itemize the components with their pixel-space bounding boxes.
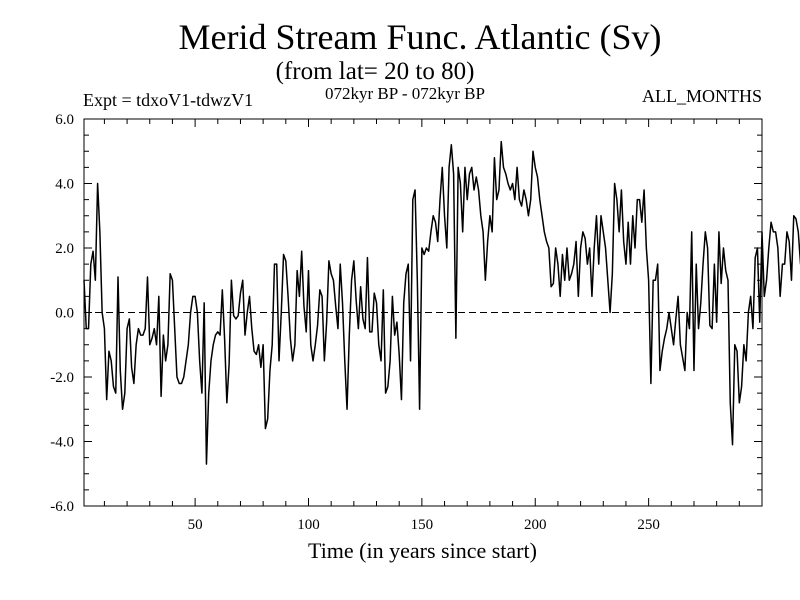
- plot-frame: [83, 118, 763, 507]
- y-tick-label: -2.0: [50, 370, 74, 386]
- y-tick-label: 2.0: [55, 241, 74, 257]
- months-label: ALL_MONTHS: [642, 86, 762, 106]
- y-tick-label: -6.0: [50, 499, 74, 515]
- chart-title: Merid Stream Func. Atlantic (Sv): [178, 17, 662, 57]
- series-line: [83, 140, 800, 465]
- x-tick-label: 50: [188, 517, 203, 533]
- x-tick-label: 100: [297, 517, 320, 533]
- y-tick-label: 0.0: [55, 306, 74, 322]
- x-tick-label: 200: [524, 517, 547, 533]
- y-tick-label: 6.0: [55, 112, 74, 128]
- period-label: 072kyr BP - 072kyr BP: [325, 84, 485, 103]
- chart-subtitle: (from lat= 20 to 80): [275, 58, 475, 85]
- y-tick-label: -4.0: [50, 435, 74, 451]
- axis-tick-labels: 50 100 150 200 250 -6.0 -4.0 -2.0 0.0 2.0 4.0 6.0: [50, 112, 660, 533]
- x-tick-label: 250: [637, 517, 660, 533]
- x-tick-label: 150: [411, 517, 434, 533]
- x-axis-label: Time (in years since start): [308, 538, 537, 563]
- experiment-label: Expt = tdxoV1-tdwzV1: [83, 90, 254, 110]
- y-tick-label: 4.0: [55, 177, 74, 193]
